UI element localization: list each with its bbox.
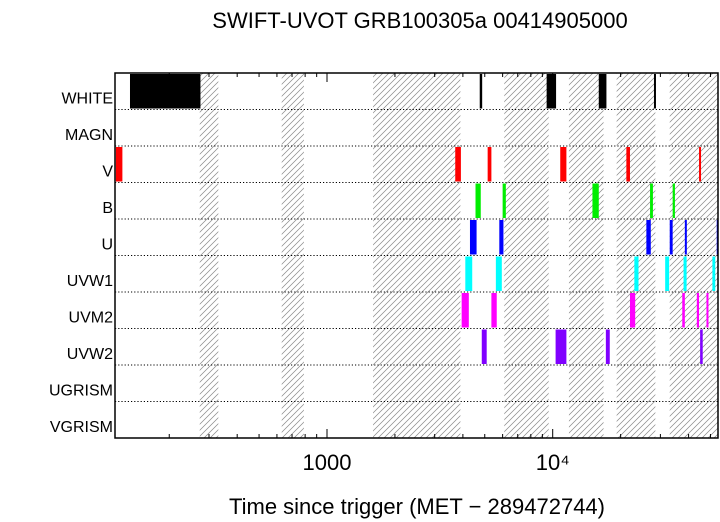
filter-label-magn: MAGN: [65, 127, 113, 144]
row-separators: [115, 109, 718, 402]
exposure-white-2: [546, 74, 557, 109]
x-tick-label-0: 1000: [303, 450, 352, 475]
filter-label-b: B: [102, 200, 113, 217]
exposure-uvw2-36: [605, 329, 610, 364]
filter-label-uvw2: UVW2: [67, 346, 113, 363]
exposure-uvm2-32: [696, 293, 700, 328]
exposure-white-1: [479, 74, 483, 109]
chart-title: SWIFT-UVOT GRB100305a 00414905000: [212, 8, 627, 33]
exposure-v-7: [487, 147, 492, 182]
exposure-u-16: [469, 220, 477, 255]
exposure-uvw1-27: [712, 256, 716, 291]
exposure-uvm2-31: [682, 293, 685, 328]
exposure-uvw1-23: [495, 256, 502, 291]
exposure-b-15: [672, 183, 675, 218]
hatch-band-3: [504, 73, 549, 438]
x-axis-label: Time since trigger (MET − 289472744): [229, 494, 605, 519]
exposure-v-6: [455, 147, 461, 182]
plot-frame: [114, 72, 719, 439]
exposure-uvw1-22: [465, 256, 473, 291]
exposure-v-5: [115, 147, 123, 182]
exposure-uvm2-30: [629, 293, 636, 328]
exposure-b-12: [502, 183, 506, 218]
exposure-uvw1-26: [683, 256, 687, 291]
exposure-white-4: [653, 74, 656, 109]
exposure-u-20: [684, 220, 687, 255]
exposure-b-13: [592, 183, 599, 218]
exposure-b-14: [650, 183, 653, 218]
exposure-uvm2-33: [706, 293, 709, 328]
filter-label-uvw1: UVW1: [67, 273, 113, 290]
exposure-v-9: [626, 147, 630, 182]
hatch-band-0: [199, 73, 219, 438]
filter-label-v: V: [102, 163, 113, 180]
filter-labels: WHITE MAGN V B U UVW1 UVM2 UVW2 UGRISM VGRISM: [49, 90, 113, 436]
exposure-uvw1-24: [634, 256, 639, 291]
hatch-layer: [199, 73, 718, 438]
x-tick-label-1: 10⁴: [536, 450, 570, 475]
exposure-u-18: [646, 220, 651, 255]
exposure-v-10: [699, 147, 702, 182]
exposure-white-0: [129, 74, 201, 109]
exposure-b-11: [475, 183, 481, 218]
exposure-white-3: [598, 74, 607, 109]
hatch-band-1: [281, 73, 304, 438]
exposure-uvm2-29: [491, 293, 497, 328]
exposure-uvw1-25: [665, 256, 670, 291]
hatch-band-5: [616, 73, 656, 438]
filter-label-ugrism: UGRISM: [49, 382, 113, 399]
filter-label-uvm2: UVM2: [69, 309, 114, 326]
exposure-u-17: [499, 220, 504, 255]
exposure-uvw2-37: [700, 329, 703, 364]
exposure-uvw2-35: [555, 329, 567, 364]
exposure-v-8: [560, 147, 567, 182]
exposure-uvm2-28: [461, 293, 469, 328]
filter-label-u: U: [101, 236, 113, 253]
exposure-layer: [115, 74, 718, 364]
hatch-band-6: [669, 73, 718, 438]
exposure-u-19: [669, 220, 673, 255]
minor-ticks: [168, 73, 711, 438]
x-axis-ticks: 1000 10⁴: [168, 73, 711, 475]
filter-label-vgrism: VGRISM: [50, 419, 113, 436]
filter-label-white: WHITE: [61, 90, 113, 107]
exposure-uvw2-34: [481, 329, 487, 364]
